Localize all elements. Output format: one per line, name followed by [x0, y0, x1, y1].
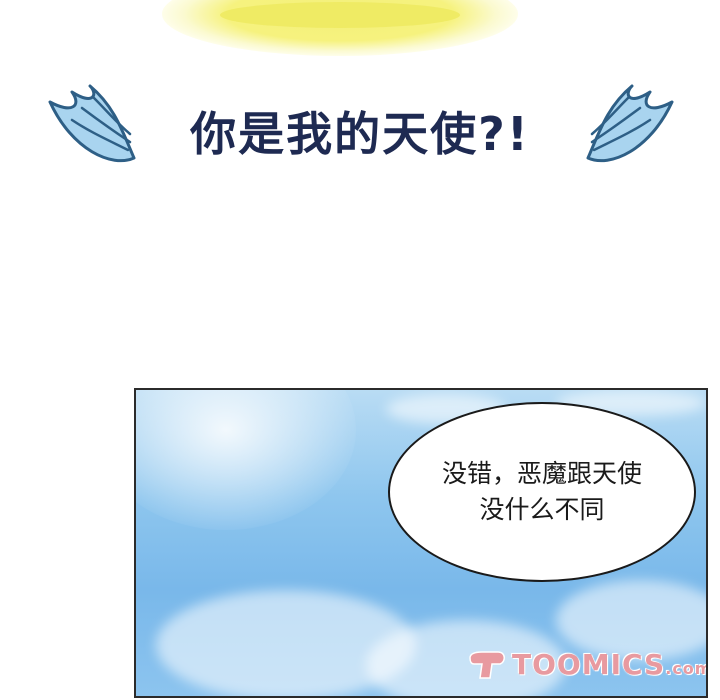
halo-decoration — [162, 0, 518, 56]
watermark-text: TOOMICS.com — [512, 648, 708, 681]
left-wing-icon — [48, 84, 136, 163]
sunlight-glow — [136, 390, 356, 530]
right-wing-icon — [586, 84, 674, 163]
speech-bubble: 没错，恶魔跟天使 没什么不同 — [388, 402, 696, 582]
watermark-brand: TOOMICS — [512, 648, 666, 681]
speech-line-1: 没错，恶魔跟天使 — [441, 459, 642, 488]
watermark: TOOMICS.com — [464, 644, 706, 688]
comic-panel: 没错，恶魔跟天使 没什么不同 TOOMICS.com — [134, 388, 708, 698]
watermark-domain: .com — [665, 659, 708, 678]
speech-line-2: 没什么不同 — [479, 495, 605, 524]
cloud — [556, 580, 706, 660]
page-title: 你是我的天使?! — [190, 107, 530, 161]
title-banner: 你是我的天使?! — [0, 70, 720, 190]
cloud — [366, 620, 566, 696]
halo-ring — [220, 2, 460, 28]
brand-logo-icon — [469, 651, 505, 679]
